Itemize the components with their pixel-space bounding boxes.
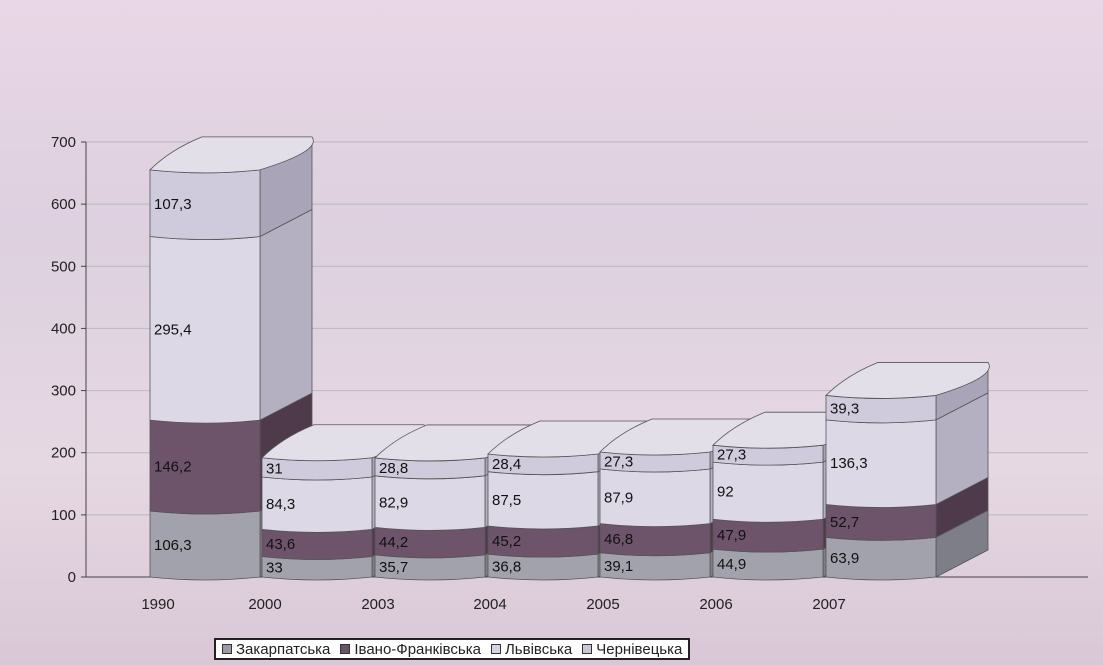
x-axis: 1990 2000 2003 2004 2005 2006 2007: [141, 596, 845, 613]
legend-label: Закарпатська: [236, 640, 331, 658]
bar-group-2004: 36,8 45,2 87,5 28,4: [487, 420, 652, 581]
x-tick-label: 2006: [699, 596, 732, 613]
data-label: 27,3: [604, 454, 633, 471]
x-tick-label: 2003: [361, 596, 394, 613]
legend-label: Чернівецька: [596, 640, 683, 658]
data-label: 44,2: [379, 534, 408, 551]
y-tick-label: 600: [51, 196, 76, 213]
data-label: 136,3: [830, 455, 868, 472]
bar-top-cap: [149, 136, 314, 174]
data-label: 44,9: [717, 556, 746, 573]
legend-label: Львівська: [504, 640, 573, 658]
data-label: 45,2: [492, 533, 521, 550]
x-tick-label: 2000: [248, 596, 281, 613]
bar-segment-side-Львівська: [259, 208, 313, 421]
x-tick-label: 2004: [473, 596, 506, 613]
legend-swatch: [582, 644, 593, 654]
data-label: 106,3: [154, 537, 192, 554]
x-tick-label: 2005: [586, 596, 619, 613]
legend-item: Львівська: [490, 640, 573, 658]
y-tick-label: 700: [51, 134, 76, 151]
data-label: 39,1: [604, 558, 633, 575]
y-tick-label: 200: [51, 445, 76, 462]
x-tick-label: 1990: [141, 596, 174, 613]
data-label: 33: [266, 560, 283, 577]
data-label: 146,2: [154, 459, 192, 476]
y-tick-label: 100: [51, 507, 76, 524]
data-label: 31: [266, 460, 283, 477]
data-label: 35,7: [379, 559, 408, 576]
data-label: 295,4: [154, 321, 192, 338]
data-label: 63,9: [830, 550, 859, 567]
legend: Закарпатська Івано-Франківська Львівська Че…: [214, 638, 691, 660]
y-tick-label: 0: [68, 569, 76, 586]
bars: 106,3 146,2 295,4 107,3 33 43,6 84,3 31 35,7 44,2…: [149, 136, 990, 581]
data-label: 28,4: [492, 456, 521, 473]
y-tick-label: 400: [51, 320, 76, 337]
y-tick-label: 300: [51, 383, 76, 400]
data-label: 52,7: [830, 514, 859, 531]
data-label: 46,8: [604, 531, 633, 548]
data-label: 82,9: [379, 495, 408, 512]
data-label: 27,3: [717, 447, 746, 464]
legend-label: Івано-Франківська: [354, 640, 481, 658]
bar-top-cap: [825, 362, 990, 399]
y-tick-label: 500: [51, 258, 76, 275]
legend-swatch: [222, 644, 232, 654]
data-label: 87,5: [492, 492, 521, 509]
data-label: 92: [717, 484, 734, 501]
legend-swatch: [340, 644, 351, 654]
data-label: 39,3: [830, 401, 859, 418]
legend-item: Івано-Франківська: [340, 641, 481, 658]
data-label: 28,8: [379, 460, 408, 477]
legend-item: Закарпатська: [222, 641, 330, 658]
data-label: 87,9: [604, 489, 633, 506]
legend-swatch: [490, 644, 501, 654]
x-tick-label: 2007: [812, 596, 845, 613]
bar-group-2007: 63,9 52,7 136,3 39,3: [825, 362, 990, 581]
data-label: 43,6: [266, 536, 295, 553]
legend-item: Чернівецька: [582, 641, 682, 658]
data-label: 84,3: [266, 496, 295, 513]
data-label: 36,8: [492, 559, 521, 576]
data-label: 107,3: [154, 196, 192, 213]
data-label: 47,9: [717, 527, 746, 544]
